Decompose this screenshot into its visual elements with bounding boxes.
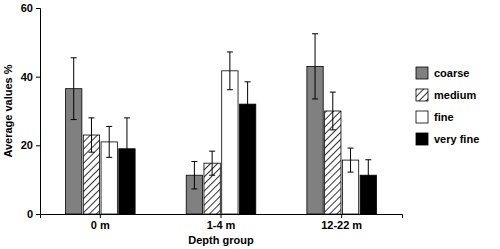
error-bar-line: [227, 52, 233, 90]
series: [101, 52, 359, 214]
error-bar-line: [191, 161, 197, 188]
error-bar-line: [348, 148, 354, 172]
error-bar: [365, 160, 371, 191]
legend-label: very fine: [434, 133, 479, 145]
error-bar-line: [312, 34, 318, 99]
y-axis: 0 20 40 60: [21, 2, 41, 220]
error-bar: [227, 52, 233, 90]
y-tick: 60: [21, 2, 40, 14]
legend-entry: coarse: [416, 67, 469, 79]
error-bar-line: [106, 126, 112, 157]
legend-label: medium: [434, 89, 476, 101]
x-tick: 12-22 m: [321, 214, 362, 231]
error-bar: [191, 161, 197, 188]
y-tick-label: 40: [21, 71, 33, 83]
error-bar: [106, 126, 112, 157]
error-bar: [330, 92, 336, 130]
error-bar-line: [209, 151, 215, 175]
error-bar: [245, 82, 251, 127]
legend-label: coarse: [434, 67, 469, 79]
legend: coarse medium fine very fine: [416, 67, 479, 145]
x-axis-title: Depth group: [188, 234, 254, 246]
x-tick-label: 0 m: [91, 219, 110, 231]
y-tick-label: 60: [21, 2, 33, 14]
legend-swatch: [416, 89, 428, 101]
error-bar-line: [124, 118, 130, 180]
error-bar: [312, 34, 318, 99]
y-tick-mark: [36, 214, 40, 215]
y-axis-line: [36, 9, 41, 215]
error-bar-line: [365, 160, 371, 191]
x-axis: 0 m 1-4 m 12-22 m: [41, 214, 403, 231]
error-bar-line: [330, 92, 336, 130]
x-tick-mark: [341, 214, 342, 218]
error-bar-line: [71, 58, 77, 120]
error-bar-line: [88, 118, 94, 152]
error-bar: [348, 148, 354, 172]
series: [66, 34, 324, 214]
y-tick-label: 0: [27, 208, 33, 220]
y-tick: 0: [27, 208, 40, 220]
x-tick-mark: [100, 214, 101, 218]
x-tick-label: 1-4 m: [207, 219, 236, 231]
series: [83, 92, 341, 214]
y-tick: 40: [21, 71, 40, 83]
error-bar: [124, 118, 130, 180]
legend-label: fine: [434, 111, 454, 123]
x-tick-mark: [221, 214, 222, 218]
legend-swatch: [416, 67, 428, 79]
legend-entry: medium: [416, 89, 476, 101]
error-bar: [209, 151, 215, 175]
legend-swatch: [416, 133, 428, 145]
y-tick-label: 20: [21, 139, 33, 151]
error-bar-line: [245, 82, 251, 127]
y-tick-mark: [36, 145, 40, 146]
y-axis-title: Average values %: [2, 64, 14, 157]
plot-marks: [66, 34, 377, 214]
y-tick-mark: [36, 77, 40, 78]
x-tick: 0 m: [91, 214, 110, 231]
error-bar: [71, 58, 77, 120]
y-tick-mark: [36, 8, 40, 9]
series: [119, 82, 377, 214]
x-tick-label: 12-22 m: [321, 219, 362, 231]
legend-entry: very fine: [416, 133, 479, 145]
legend-swatch: [416, 111, 428, 123]
legend-entry: fine: [416, 111, 454, 123]
y-tick: 20: [21, 139, 40, 151]
x-tick: 1-4 m: [207, 214, 236, 231]
x-axis-line: [41, 215, 403, 219]
bar: [222, 71, 238, 214]
error-bar: [88, 118, 94, 152]
